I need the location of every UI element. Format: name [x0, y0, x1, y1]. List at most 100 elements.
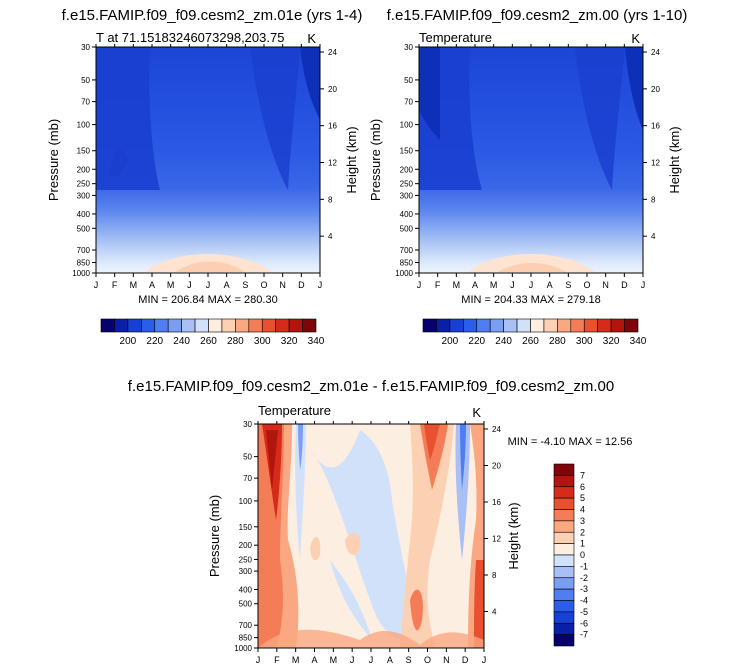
x-tick-label: F — [274, 655, 280, 665]
x-tick-label: F — [435, 280, 441, 290]
panel-top-right: f.e15.FAMIP.f09_f09.cesm2_zm.00 (yrs 1-1… — [368, 7, 687, 347]
y-tick-label: 100 — [239, 497, 253, 506]
y-tick-label: 50 — [81, 76, 90, 85]
x-tick-label: J — [206, 280, 211, 290]
colorbar-swatch — [553, 611, 575, 624]
y-tick-label: 850 — [77, 259, 91, 268]
y-tick-label: 100 — [400, 121, 414, 130]
colorbar-swatch — [610, 318, 625, 333]
x-tick-label: N — [279, 280, 286, 290]
panel2-units: K — [631, 31, 640, 46]
y-right-tick-label: 12 — [328, 159, 337, 168]
colorbar-swatch — [100, 318, 115, 333]
panel3-stats: MIN = -4.10 MAX = 12.56 — [508, 436, 633, 448]
y-tick-label: 300 — [77, 191, 91, 200]
colorbar-label: 240 — [495, 336, 512, 347]
colorbar-swatch — [208, 318, 223, 333]
y-right-tick-label: 4 — [492, 607, 497, 616]
y-tick-label: 50 — [404, 76, 413, 85]
x-tick-label: J — [256, 655, 261, 665]
colorbar-swatch — [181, 318, 196, 333]
y-tick-label: 70 — [81, 98, 90, 107]
panel3-axes: J F M A M J J A S O N D J 30 50 70 100 150 200 250 300 400 500… — [234, 420, 501, 665]
panel1-units: K — [307, 31, 316, 46]
y-tick-label: 200 — [239, 541, 253, 550]
colorbar-label: 300 — [576, 336, 593, 347]
colorbar-swatch — [553, 463, 575, 476]
panel2-ylabel: Pressure (mb) — [368, 119, 383, 201]
y-tick-label: 250 — [239, 555, 253, 564]
y-right-tick-label: 20 — [651, 85, 660, 94]
x-tick-label: N — [443, 655, 450, 665]
colorbar-swatch — [553, 566, 575, 579]
colorbar-label: 1 — [580, 539, 585, 549]
colorbar-swatch — [553, 634, 575, 647]
x-tick-label: M — [167, 280, 175, 290]
y-right-tick-label: 24 — [328, 48, 337, 57]
x-tick-label: S — [565, 280, 571, 290]
colorbar-swatch — [553, 475, 575, 488]
panel2-colorbar: 200 220 240 260 280 300 320 340 — [422, 318, 647, 347]
colorbar-label: 3 — [580, 516, 585, 526]
x-tick-label: J — [94, 280, 99, 290]
y-tick-label: 500 — [239, 600, 253, 609]
y-tick-label: 850 — [400, 259, 414, 268]
x-tick-label: O — [260, 280, 267, 290]
colorbar-swatch — [288, 318, 303, 333]
colorbar-label: 5 — [580, 493, 585, 503]
y-right-tick-label: 8 — [492, 571, 497, 580]
x-tick-label: M — [130, 280, 138, 290]
panel-top-left: f.e15.FAMIP.f09_f09.cesm2_zm.01e (yrs 1-… — [46, 7, 362, 347]
colorbar-swatch — [114, 318, 129, 333]
y-right-tick-label: 12 — [492, 534, 501, 543]
panel2-axes: J F M A M J J A S O N D J 30 50 70 100 150 200 250 300 400 500… — [395, 43, 660, 290]
x-tick-label: A — [311, 655, 317, 665]
colorbar-label: 260 — [522, 336, 539, 347]
y-right-tick-label: 16 — [328, 122, 337, 131]
y-tick-label: 200 — [400, 165, 414, 174]
colorbar-label: 280 — [227, 336, 244, 347]
colorbar-swatch — [543, 318, 558, 333]
y-right-tick-label: 20 — [492, 461, 501, 470]
colorbar-swatch — [530, 318, 545, 333]
panel3-ylabel: Pressure (mb) — [207, 495, 222, 577]
colorbar-label: 260 — [200, 336, 217, 347]
y-tick-label: 700 — [77, 246, 91, 255]
colorbar-swatch — [261, 318, 276, 333]
panel1-ylabel-right: Height (km) — [344, 126, 359, 193]
panel1-axes: J F M A M J J A S O N D J 30 50 70 100 150 200 250 300 400 500… — [72, 43, 337, 290]
y-tick-label: 70 — [243, 474, 252, 483]
colorbar-label: 200 — [442, 336, 459, 347]
x-tick-label: M — [453, 280, 461, 290]
colorbar-label: -3 — [580, 584, 588, 594]
colorbar-label: 220 — [468, 336, 485, 347]
x-tick-label: J — [417, 280, 422, 290]
colorbar-swatch — [553, 520, 575, 533]
panel1-title: f.e15.FAMIP.f09_f09.cesm2_zm.01e (yrs 1-… — [62, 7, 363, 24]
y-tick-label: 1000 — [395, 269, 413, 278]
x-tick-label: J — [369, 655, 374, 665]
y-right-tick-label: 8 — [328, 195, 333, 204]
y-right-tick-label: 24 — [651, 48, 660, 57]
y-tick-label: 30 — [243, 420, 252, 429]
colorbar-swatch — [553, 497, 575, 510]
panel1-ylabel: Pressure (mb) — [46, 119, 61, 201]
panel3-subtitle: Temperature — [258, 403, 331, 418]
colorbar-swatch — [553, 486, 575, 499]
y-tick-label: 300 — [400, 191, 414, 200]
colorbar-label: 340 — [308, 336, 325, 347]
x-tick-label: A — [387, 655, 393, 665]
colorbar-swatch — [553, 588, 575, 601]
colorbar-label: 200 — [120, 336, 137, 347]
colorbar-swatch — [624, 318, 639, 333]
colorbar-swatch — [302, 318, 317, 333]
panel-bottom-diff: f.e15.FAMIP.f09_f09.cesm2_zm.01e - f.e15… — [128, 378, 633, 665]
x-tick-label: A — [149, 280, 155, 290]
y-right-tick-label: 24 — [492, 425, 501, 434]
colorbar-label: 300 — [254, 336, 271, 347]
y-tick-label: 500 — [400, 224, 414, 233]
colorbar-swatch — [553, 554, 575, 567]
colorbar-swatch — [597, 318, 612, 333]
y-tick-label: 400 — [400, 210, 414, 219]
colorbar-label: 320 — [603, 336, 620, 347]
